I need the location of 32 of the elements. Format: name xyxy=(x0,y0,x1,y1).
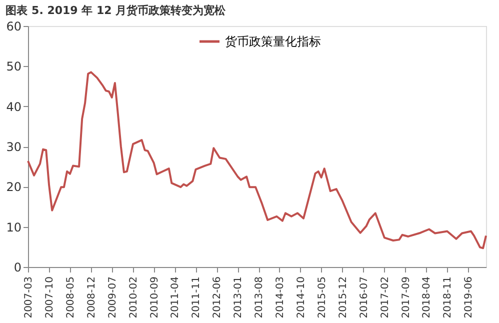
x-tick-label: 2018-11 xyxy=(442,276,454,318)
y-tick-label: 10 xyxy=(6,220,22,234)
x-tick-label: 2010-09 xyxy=(149,276,160,318)
y-tick-label: 50 xyxy=(6,60,22,74)
x-tick-label: 2013-08 xyxy=(254,276,266,318)
x-tick-label: 2018-04 xyxy=(422,276,433,318)
x-tick-label: 2012-06 xyxy=(212,276,224,318)
chart-title: 图表 5. 2019 年 12 月货币政策转变为宽松 xyxy=(6,4,227,17)
y-tick-label: 60 xyxy=(6,20,22,34)
x-tick-label: 2011-04 xyxy=(170,276,182,318)
x-tick-label: 2017-09 xyxy=(400,276,412,318)
line-series xyxy=(27,71,487,250)
x-tick-label: 2016-07 xyxy=(358,276,370,318)
x-tick-label: 2008-05 xyxy=(65,276,76,318)
x-tick-label: 2015-05 xyxy=(316,276,328,318)
x-tick-label: 2013-01 xyxy=(233,276,244,318)
x-tick-label: 2014-10 xyxy=(296,276,307,318)
x-tick-label: 2017-02 xyxy=(380,276,391,318)
x-tick-label: 2008-12 xyxy=(86,276,98,318)
x-tick-label: 2015-12 xyxy=(338,276,349,318)
x-tick-label: 2010-02 xyxy=(128,276,140,318)
y-tick-label: 40 xyxy=(6,100,22,114)
x-tick-label: 2019-06 xyxy=(464,276,475,318)
x-tick-label: 2007-10 xyxy=(44,276,56,318)
y-tick-label: 30 xyxy=(6,140,22,154)
y-tick-label: 0 xyxy=(14,260,22,274)
x-tick-label: 2007-03 xyxy=(24,276,34,318)
legend-label: 货币政策量化指标 xyxy=(225,34,321,48)
x-tick-label: 2009-07 xyxy=(107,276,118,318)
x-tick-label: 2014-03 xyxy=(274,276,286,318)
x-tick-label: 2011-11 xyxy=(191,276,202,318)
y-tick-label: 20 xyxy=(6,180,22,194)
